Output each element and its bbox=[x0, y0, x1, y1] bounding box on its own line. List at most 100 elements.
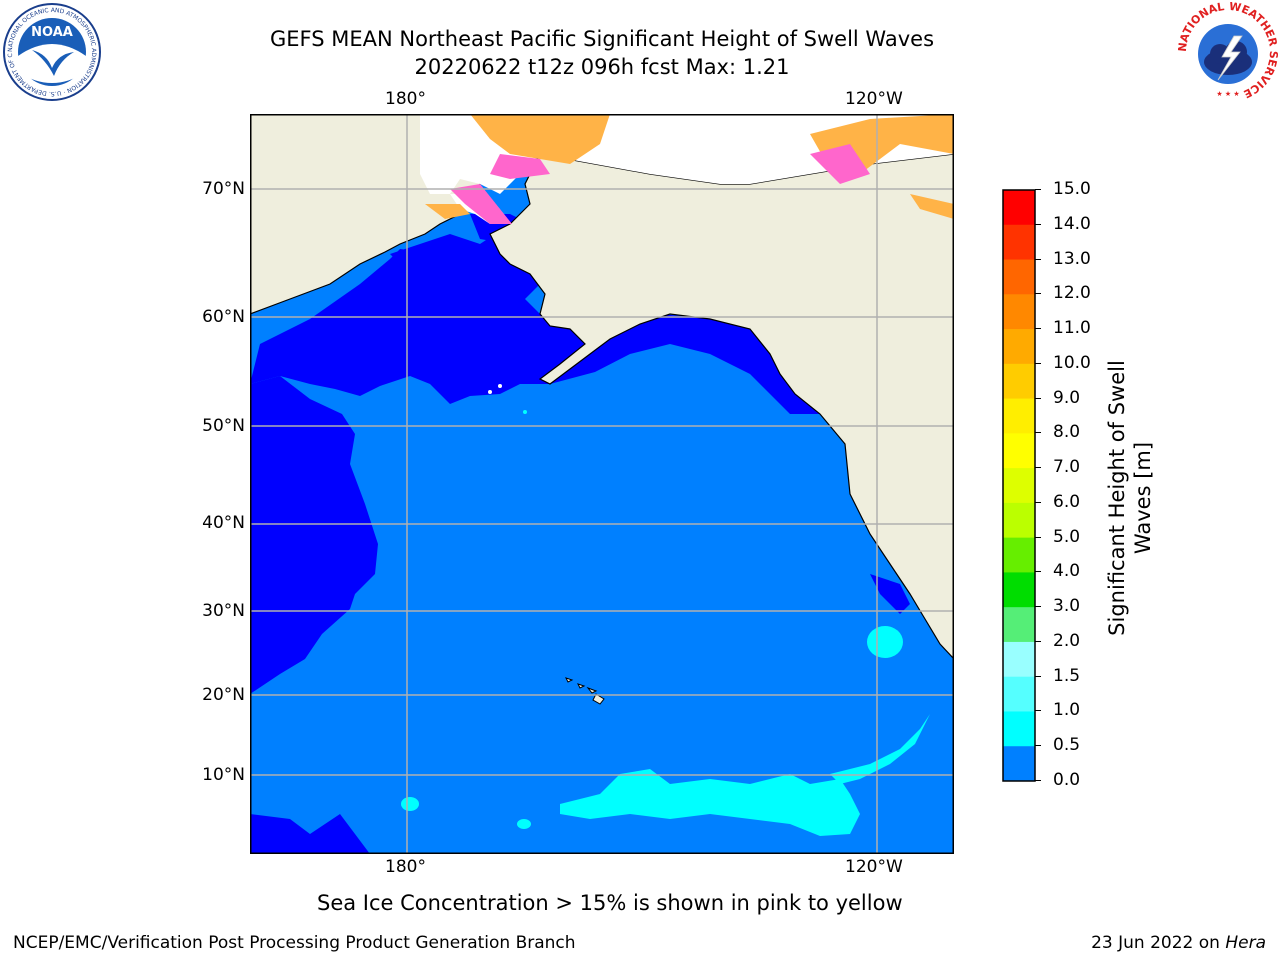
colorbar-tick-label: 9.0 bbox=[1053, 387, 1081, 408]
colorbar-tick bbox=[1035, 536, 1041, 538]
svg-text:★ ★ ★: ★ ★ ★ bbox=[1216, 90, 1239, 98]
colorbar-tick-label: 13.0 bbox=[1053, 248, 1091, 269]
colorbar-tick bbox=[1035, 606, 1041, 608]
ocean-light-small1 bbox=[401, 797, 419, 811]
colorbar-tick-label: 2.0 bbox=[1053, 630, 1081, 651]
colorbar-tick-label: 14.0 bbox=[1053, 213, 1091, 234]
colorbar-tick bbox=[1035, 571, 1041, 573]
colorbar-tick-label: 5.0 bbox=[1053, 526, 1081, 547]
colorbar-segment bbox=[1003, 398, 1035, 434]
colorbar-segment bbox=[1003, 676, 1035, 712]
colorbar-tick bbox=[1035, 258, 1041, 260]
colorbar-segment bbox=[1003, 294, 1035, 330]
colorbar-tick-label: 8.0 bbox=[1053, 422, 1081, 443]
colorbar-tick bbox=[1035, 710, 1041, 712]
colorbar-tick bbox=[1035, 189, 1041, 190]
colorbar-segment bbox=[1003, 433, 1035, 469]
colorbar-segment bbox=[1003, 502, 1035, 539]
colorbar-tick bbox=[1035, 432, 1041, 434]
lon-tick-top-120w: 120°W bbox=[845, 89, 903, 109]
colorbar-tick-label: 1.5 bbox=[1053, 665, 1081, 686]
colorbar-tick-label: 4.0 bbox=[1053, 561, 1081, 582]
colorbar-title-line2: Waves [m] bbox=[1131, 441, 1155, 555]
lon-tick-bottom-120w: 120°W bbox=[845, 857, 903, 877]
ocean-dark-southwest bbox=[250, 814, 370, 854]
lat-tick-70n: 70°N bbox=[202, 179, 245, 199]
colorbar-tick bbox=[1035, 467, 1041, 469]
colorbar-segment bbox=[1003, 190, 1035, 226]
ocean-light-equatorial bbox=[560, 769, 860, 836]
colorbar-tick-label: 10.0 bbox=[1053, 352, 1091, 373]
ice-pink-coast bbox=[450, 184, 512, 224]
colorbar-tick-label: 7.0 bbox=[1053, 457, 1081, 478]
colorbar-tick bbox=[1035, 745, 1041, 747]
colorbar-tick bbox=[1035, 675, 1041, 677]
ocean-light-east bbox=[830, 714, 930, 784]
colorbar-tick bbox=[1035, 293, 1041, 295]
colorbar-segment bbox=[1003, 329, 1035, 365]
lat-tick-20n: 20°N bbox=[202, 685, 245, 705]
colorbar-tick-label: 12.0 bbox=[1053, 283, 1091, 304]
colorbar-segment bbox=[1003, 711, 1035, 747]
title-line2: 20220622 t12z 096h fcst Max: 1.21 bbox=[414, 55, 790, 79]
footer-date: 23 Jun 2022 on bbox=[1091, 933, 1226, 953]
lat-tick-10n: 10°N bbox=[202, 765, 245, 785]
colorbar-title: Significant Height of Swell Waves [m] bbox=[1104, 348, 1156, 648]
colorbar-tick bbox=[1035, 501, 1041, 503]
footer-host: Hera bbox=[1225, 933, 1266, 953]
colorbar-tick bbox=[1035, 397, 1041, 399]
colorbar-tick bbox=[1035, 223, 1041, 225]
colorbar-tick bbox=[1035, 328, 1041, 330]
colorbar-segment bbox=[1003, 746, 1035, 782]
colorbar-segment bbox=[1003, 363, 1035, 400]
lat-tick-30n: 30°N bbox=[202, 601, 245, 621]
colorbar-tick-label: 6.0 bbox=[1053, 491, 1081, 512]
lat-tick-60n: 60°N bbox=[202, 307, 245, 327]
colorbar-tick-label: 1.0 bbox=[1053, 700, 1081, 721]
hawaii-islands bbox=[565, 677, 605, 705]
title-line1: GEFS MEAN Northeast Pacific Significant … bbox=[269, 27, 935, 51]
colorbar-segment bbox=[1003, 468, 1035, 504]
colorbar-frame bbox=[1002, 189, 1036, 782]
ocean-light-small2 bbox=[517, 819, 531, 829]
colorbar-tick bbox=[1035, 780, 1041, 781]
footer-left: NCEP/EMC/Verification Post Processing Pr… bbox=[13, 933, 576, 953]
colorbar-tick-label: 0.0 bbox=[1053, 770, 1081, 790]
map-svg bbox=[249, 113, 955, 854]
ice-orange-west bbox=[425, 204, 470, 219]
colorbar-segment bbox=[1003, 572, 1035, 608]
ice-orange-top bbox=[470, 114, 610, 164]
map-panel bbox=[249, 113, 955, 854]
map-frame bbox=[250, 114, 954, 854]
footer-right: 23 Jun 2022 on Hera bbox=[1091, 933, 1266, 953]
colorbar-svg bbox=[1002, 189, 1036, 782]
colorbar-tick-label: 11.0 bbox=[1053, 318, 1091, 339]
colorbar-segment bbox=[1003, 537, 1035, 573]
nws-logo: NATIONAL WEATHER SERVICE ★ ★ ★ bbox=[1176, 0, 1280, 102]
ocean-light-baja bbox=[867, 626, 903, 658]
colorbar-tick bbox=[1035, 640, 1041, 642]
graticule bbox=[250, 114, 954, 854]
svg-text:NOAA: NOAA bbox=[31, 25, 73, 40]
colorbar-tick-label: 15.0 bbox=[1053, 179, 1091, 199]
ice-pink-east bbox=[810, 144, 870, 184]
colorbar-segment bbox=[1003, 607, 1035, 643]
colorbar-tick-label: 3.0 bbox=[1053, 596, 1081, 617]
colorbar-segment bbox=[1003, 224, 1035, 261]
colorbar-segment bbox=[1003, 259, 1035, 295]
colorbar-title-line1: Significant Height of Swell bbox=[1105, 360, 1129, 636]
ice-pink-center bbox=[490, 154, 550, 179]
colorbar-segment bbox=[1003, 641, 1035, 678]
ice-orange-far-east bbox=[910, 194, 954, 219]
lat-tick-50n: 50°N bbox=[202, 416, 245, 436]
colorbar-tick-label: 0.5 bbox=[1053, 735, 1081, 756]
colorbar-tick bbox=[1035, 362, 1041, 364]
lon-tick-top-180: 180° bbox=[385, 89, 426, 109]
lon-tick-bottom-180: 180° bbox=[385, 857, 426, 877]
ocean-dark-gulf bbox=[250, 249, 820, 414]
sea-ice-caption: Sea Ice Concentration > 15% is shown in … bbox=[317, 891, 903, 915]
ocean-dark-west bbox=[250, 376, 378, 694]
noaa-logo: NATIONAL OCEANIC AND ATMOSPHERIC ADMINIS… bbox=[0, 0, 102, 102]
colorbar bbox=[1002, 189, 1036, 782]
ocean-dark-coast bbox=[870, 574, 910, 614]
